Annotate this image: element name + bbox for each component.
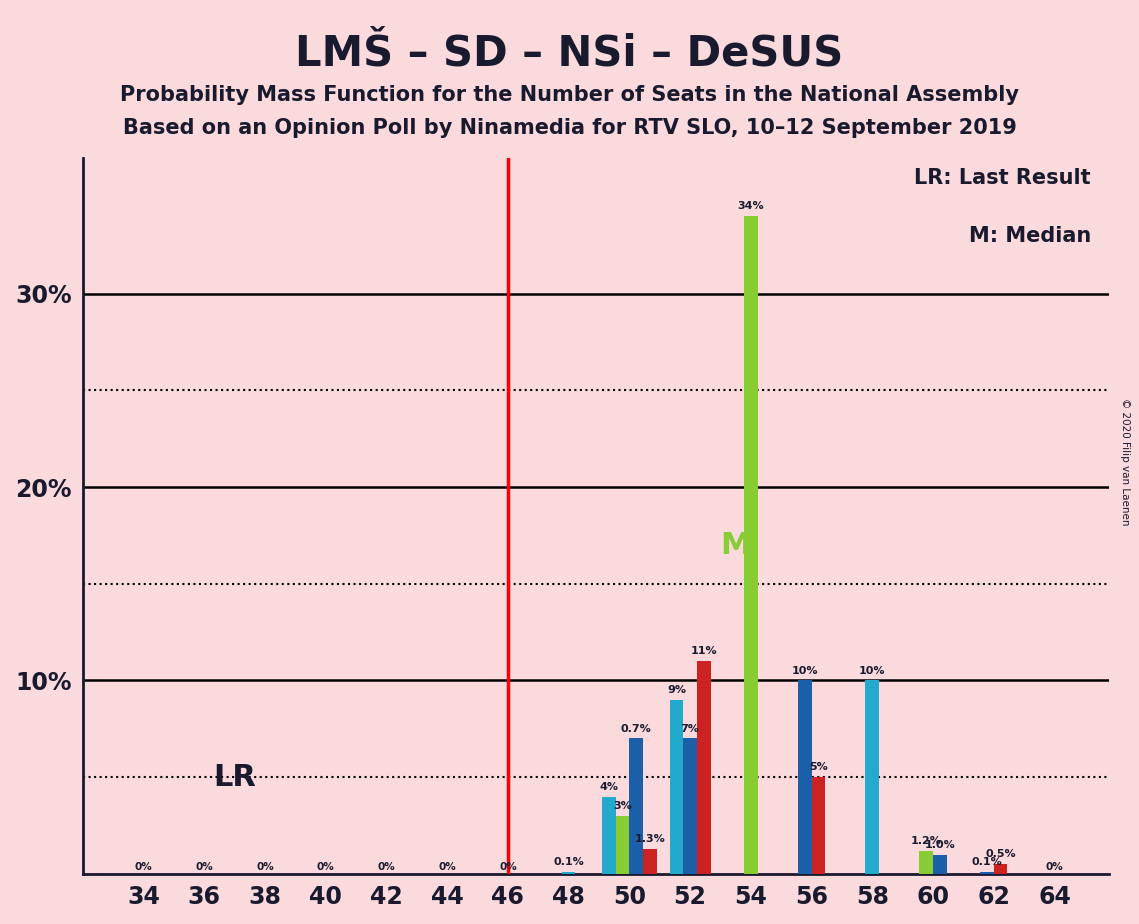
Text: 3%: 3% <box>613 801 632 811</box>
Bar <box>744 216 757 874</box>
Bar <box>644 849 657 874</box>
Bar <box>994 864 1008 874</box>
Text: 0%: 0% <box>195 862 213 872</box>
Bar <box>933 855 947 874</box>
Text: 1.2%: 1.2% <box>911 836 942 845</box>
Text: 10%: 10% <box>859 665 885 675</box>
Bar <box>981 872 994 874</box>
Text: 5%: 5% <box>809 762 828 772</box>
Text: LR: Last Result: LR: Last Result <box>915 168 1091 188</box>
Text: 11%: 11% <box>690 646 718 656</box>
Text: 0%: 0% <box>317 862 335 872</box>
Text: 0%: 0% <box>499 862 517 872</box>
Bar <box>616 816 630 874</box>
Bar <box>866 680 879 874</box>
Text: © 2020 Filip van Laenen: © 2020 Filip van Laenen <box>1121 398 1130 526</box>
Text: 0%: 0% <box>377 862 395 872</box>
Text: Based on an Opinion Poll by Ninamedia for RTV SLO, 10–12 September 2019: Based on an Opinion Poll by Ninamedia fo… <box>123 118 1016 139</box>
Bar <box>798 680 812 874</box>
Text: Probability Mass Function for the Number of Seats in the National Assembly: Probability Mass Function for the Number… <box>120 85 1019 105</box>
Text: 0.7%: 0.7% <box>621 723 652 734</box>
Text: LR: LR <box>213 762 256 792</box>
Bar <box>562 872 575 874</box>
Bar <box>812 777 826 874</box>
Text: 0%: 0% <box>1046 862 1064 872</box>
Bar <box>919 851 933 874</box>
Text: 7%: 7% <box>681 723 699 734</box>
Text: LMŠ – SD – NSi – DeSUS: LMŠ – SD – NSi – DeSUS <box>295 32 844 74</box>
Text: 34%: 34% <box>738 201 764 212</box>
Text: 1.0%: 1.0% <box>925 840 956 850</box>
Text: 0%: 0% <box>439 862 456 872</box>
Text: 0%: 0% <box>256 862 273 872</box>
Text: M: Median: M: Median <box>969 226 1091 246</box>
Bar <box>603 796 616 874</box>
Bar <box>670 699 683 874</box>
Text: 9%: 9% <box>667 685 686 695</box>
Bar <box>683 738 697 874</box>
Text: 0%: 0% <box>134 862 153 872</box>
Text: 4%: 4% <box>599 782 618 792</box>
Text: 0.1%: 0.1% <box>972 857 1002 867</box>
Text: 0.5%: 0.5% <box>985 849 1016 859</box>
Text: 0.1%: 0.1% <box>554 857 584 867</box>
Text: 1.3%: 1.3% <box>634 833 665 844</box>
Text: M: M <box>721 530 751 560</box>
Bar <box>630 738 644 874</box>
Text: 10%: 10% <box>792 665 818 675</box>
Bar <box>697 662 711 874</box>
